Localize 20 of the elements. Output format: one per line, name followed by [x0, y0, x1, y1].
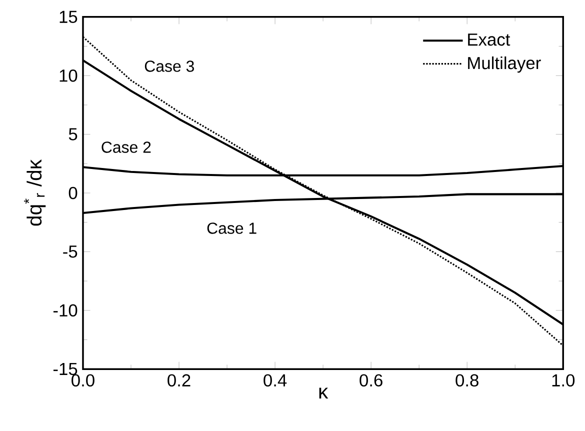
legend-label: Exact — [468, 34, 510, 46]
y-tick-label: 0 — [68, 186, 78, 200]
x-tick-label: 0.8 — [456, 374, 478, 387]
x-tick-label: 0.6 — [360, 374, 382, 387]
y-tick-label: -10 — [53, 304, 78, 317]
annotation: Case 3 — [144, 60, 194, 72]
x-tick-label: 0.4 — [264, 374, 287, 387]
y-tick-label: 5 — [68, 128, 78, 140]
y-axis-title: dq$^{*}$$_{r}$ /dκ — [24, 159, 46, 226]
legend-label: Multilayer — [468, 56, 541, 73]
x-tick-label: 0.2 — [168, 374, 190, 387]
annotation: Case 2 — [102, 142, 151, 153]
annotation: Case 1 — [207, 222, 256, 234]
y-tick-label: -15 — [53, 363, 78, 376]
y-tick-label: 10 — [60, 69, 78, 82]
x-tick-label: 1.0 — [552, 374, 575, 387]
x-axis-title: κ — [319, 388, 328, 399]
y-tick-label: 15 — [60, 10, 78, 23]
x-tick-label: 0.0 — [72, 374, 94, 387]
y-tick-label: -5 — [63, 246, 78, 258]
